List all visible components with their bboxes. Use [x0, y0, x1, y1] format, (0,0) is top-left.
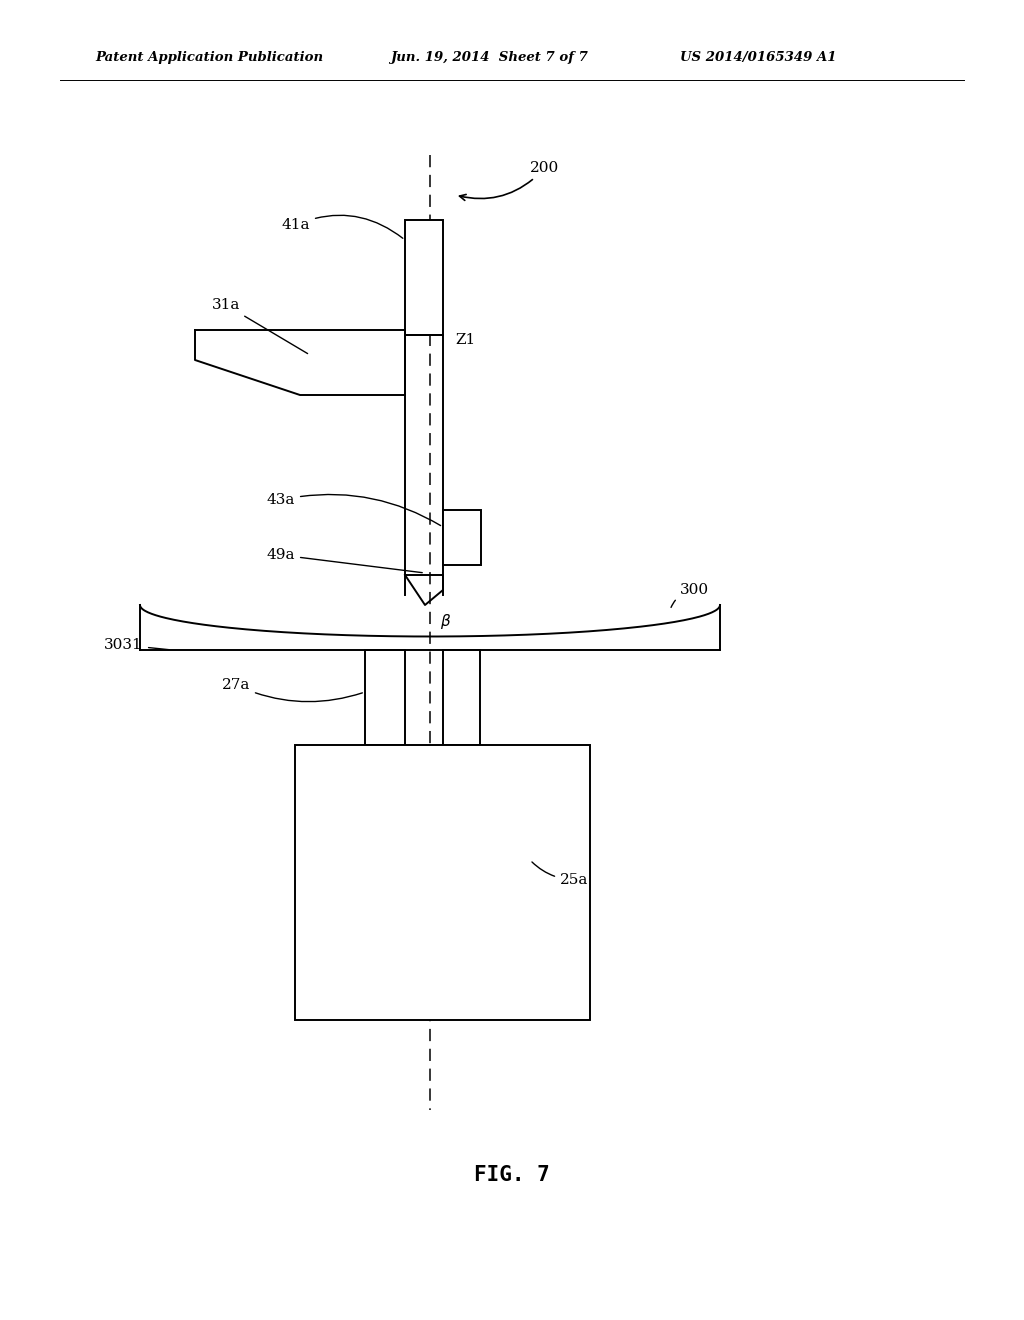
Text: 49a: 49a: [266, 548, 422, 573]
Text: 43a: 43a: [266, 492, 440, 525]
Text: 31a: 31a: [212, 298, 307, 354]
Text: FIG. 7: FIG. 7: [474, 1166, 550, 1185]
Bar: [406, 220, 443, 335]
Bar: [443, 510, 481, 565]
Text: 3031: 3031: [104, 638, 169, 652]
Bar: [295, 744, 590, 1020]
Text: 300: 300: [671, 583, 710, 607]
Text: Jun. 19, 2014  Sheet 7 of 7: Jun. 19, 2014 Sheet 7 of 7: [390, 51, 588, 65]
Text: US 2014/0165349 A1: US 2014/0165349 A1: [680, 51, 837, 65]
Text: Z1: Z1: [455, 333, 475, 347]
Text: 25a: 25a: [531, 862, 589, 887]
Text: 27a: 27a: [221, 678, 362, 702]
Polygon shape: [140, 605, 720, 649]
Text: 41a: 41a: [282, 215, 402, 239]
Text: $\beta$: $\beta$: [440, 612, 452, 631]
Text: 200: 200: [460, 161, 559, 201]
Text: Patent Application Publication: Patent Application Publication: [95, 51, 324, 65]
